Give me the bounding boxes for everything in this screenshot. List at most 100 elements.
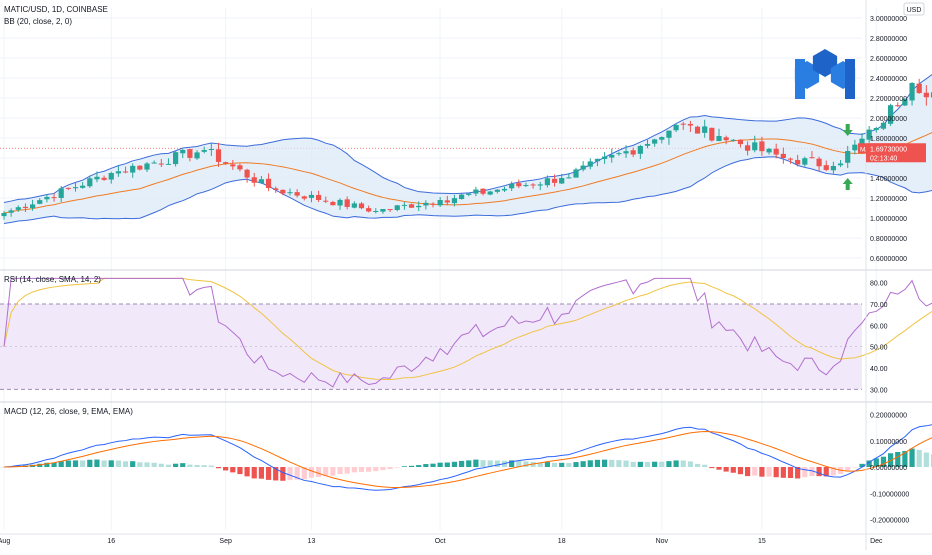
candle-up (144, 163, 150, 170)
candle-down (687, 123, 693, 126)
macd-histogram-bar (666, 461, 672, 467)
macd-histogram-bar (702, 464, 708, 467)
price-axis-label: 2.20000000 (870, 96, 907, 103)
candle-up (151, 162, 157, 164)
macd-histogram-bar (130, 461, 136, 467)
candle-up (837, 163, 844, 166)
candle-down (809, 157, 815, 159)
macd-histogram-bar (766, 467, 772, 477)
macd-histogram-bar (694, 463, 701, 467)
candle-up (644, 143, 651, 146)
candle-down (158, 163, 164, 165)
candle-up (173, 152, 179, 165)
macd-histogram-bar (652, 461, 658, 467)
candle-up (580, 165, 586, 170)
rsi-axis-label: 80.00 (870, 281, 888, 288)
macd-histogram-bar (401, 466, 407, 467)
candle-up (902, 99, 908, 106)
candle-down (680, 123, 686, 125)
macd-histogram-bar (859, 463, 865, 467)
macd-histogram-bar (380, 467, 386, 471)
macd-histogram-bar (795, 467, 801, 479)
macd-histogram-bar (723, 467, 729, 472)
macd-histogram-bar (108, 460, 114, 467)
candle-down (516, 183, 522, 187)
candle-down (816, 158, 822, 167)
macd-histogram-bar (80, 460, 86, 467)
macd-histogram-bar (151, 462, 157, 467)
price-axis-label: 1.80000000 (870, 136, 907, 143)
candle-down (366, 208, 372, 212)
macd-histogram-bar (251, 467, 257, 479)
time-axis-label: Dec (870, 538, 883, 545)
candle-up (459, 194, 465, 200)
macd-histogram-bar (115, 460, 121, 467)
rsi-axis-label: 30.00 (870, 387, 888, 394)
candle-down (759, 141, 765, 152)
macd-histogram-bar (845, 467, 851, 471)
arrow-up-icon (842, 178, 853, 190)
price-axis-label: 2.40000000 (870, 76, 907, 83)
macd-histogram-bar (673, 460, 679, 467)
time-axis-label: 18 (558, 538, 566, 545)
candle-up (587, 161, 593, 167)
macd-histogram-bar (816, 467, 822, 477)
price-axis-label: 1.00000000 (870, 216, 907, 223)
candle-up (80, 185, 86, 188)
logo-right-leg (845, 59, 855, 99)
candle-up (58, 188, 64, 198)
macd-histogram-bar (437, 462, 443, 467)
candle-up (866, 129, 872, 140)
macd-axis-label: -0.20000000 (870, 518, 909, 525)
candle-down (244, 169, 250, 178)
currency-button[interactable] (903, 2, 925, 16)
macd-histogram-bar (201, 465, 207, 467)
symbol-title: MATIC/USD, 1D, COINBASE (4, 5, 108, 14)
macd-histogram-bar (394, 467, 400, 468)
macd-histogram-bar (101, 460, 107, 467)
candle-down (51, 197, 57, 199)
macd-histogram-bar (759, 467, 765, 477)
candle-up (830, 166, 836, 171)
candle-up (501, 188, 508, 191)
candle-down (430, 203, 436, 205)
candle-up (509, 183, 515, 189)
candle-down (530, 184, 536, 186)
macd-histogram-bar (237, 467, 243, 475)
macd-histogram-bar (416, 465, 422, 467)
candle-up (72, 187, 79, 189)
candle-up (108, 173, 114, 180)
arrow-down-icon (842, 124, 853, 136)
rsi-axis-label: 40.00 (870, 366, 888, 373)
candle-down (709, 127, 715, 141)
candle-down (745, 145, 751, 151)
currency-button-label[interactable]: USD (907, 7, 922, 14)
candle-down (551, 178, 558, 183)
candle-up (208, 148, 214, 150)
time-axis-label: 16 (107, 538, 115, 545)
macd-pane: MACD (12, 26, close, 9, EMA, EMA) 0.20000… (0, 401, 932, 525)
macd-histogram-bar (408, 465, 415, 467)
candle-up (659, 137, 665, 140)
candle-up (373, 211, 379, 212)
candle-down (895, 105, 901, 107)
macd-histogram-bar (866, 460, 872, 467)
candle-up (494, 189, 500, 192)
macd-histogram-bar (223, 467, 229, 471)
candle-down (780, 153, 786, 158)
candle-up (623, 151, 629, 154)
macd-histogram-bar (37, 463, 43, 467)
candle-down (237, 165, 243, 170)
candle-down (923, 92, 929, 98)
candle-up (880, 122, 887, 129)
candle-down (137, 165, 143, 170)
macd-histogram-bar (165, 464, 172, 467)
candle-up (380, 208, 386, 212)
macd-histogram-bar (194, 464, 200, 467)
macd-histogram-bar (94, 459, 100, 467)
macd-histogram-bar (230, 467, 236, 473)
macd-histogram-bar (573, 462, 579, 467)
macd-histogram-bar (716, 467, 722, 470)
